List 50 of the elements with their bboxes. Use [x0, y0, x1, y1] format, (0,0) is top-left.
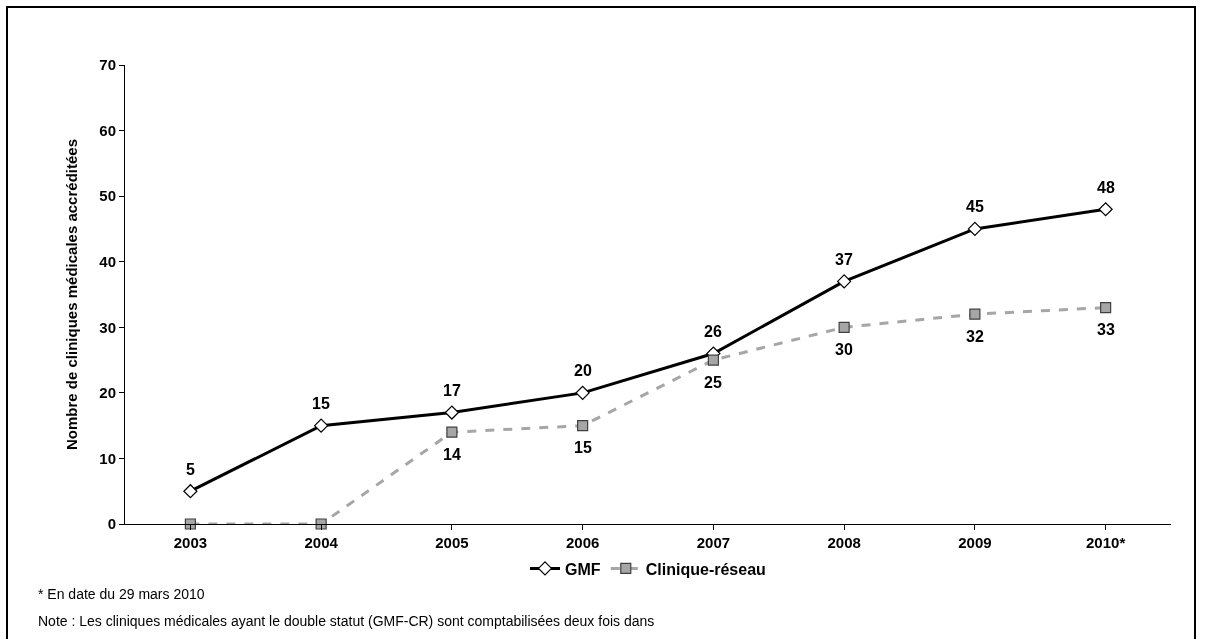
text: Note : Les cliniques médicales ayant le double statut (GMF-CR) sont comptabilisées deux fois dans — [38, 613, 655, 629]
data-label: 45 — [966, 198, 984, 215]
y-tick-label: 10 — [99, 449, 116, 467]
x-tick-label: 2009 — [958, 534, 992, 551]
y-tick-label: 30 — [99, 318, 116, 336]
data-label: 48 — [1097, 179, 1115, 196]
legend-label: Clinique-réseau — [645, 560, 766, 578]
point — [446, 426, 458, 438]
point — [184, 518, 196, 530]
x-tick-label: 2004 — [304, 534, 339, 551]
data-label: 33 — [1097, 321, 1115, 338]
y-tick-label: 60 — [99, 121, 116, 139]
point — [1098, 202, 1113, 217]
point — [575, 385, 590, 400]
y-tick-label: 70 — [99, 56, 116, 74]
data-label: 17 — [443, 382, 461, 399]
y-tick-label: 20 — [99, 384, 116, 402]
data-label: 14 — [443, 446, 461, 463]
point — [314, 418, 329, 433]
y-tick-label: 0 — [107, 515, 116, 533]
point — [969, 308, 981, 320]
text: * En date du 29 mars 2010 — [38, 586, 205, 602]
y-tick-label: 50 — [99, 187, 116, 205]
data-label: 20 — [574, 362, 592, 379]
x-tick-label: 2003 — [173, 534, 208, 551]
data-label: 37 — [835, 251, 853, 268]
data-label: 25 — [704, 374, 722, 391]
point — [837, 274, 852, 289]
x-tick-label: 2007 — [696, 534, 731, 551]
x-tick-label: 2005 — [435, 534, 469, 551]
data-label: 15 — [574, 439, 592, 456]
y-axis-title: Nombre de cliniques médicales accréditées — [62, 139, 80, 450]
point — [183, 484, 198, 499]
point — [444, 405, 459, 420]
x-tick-label: 2008 — [827, 534, 861, 551]
point — [315, 518, 327, 530]
point — [577, 420, 589, 432]
point — [1100, 302, 1112, 314]
data-label: 15 — [312, 395, 330, 412]
point — [967, 221, 982, 237]
x-tick-label: 2010* — [1086, 534, 1126, 551]
data-label: 5 — [186, 461, 195, 478]
x-tick-label: 2006 — [565, 534, 600, 551]
y-tick-label: 40 — [99, 252, 116, 270]
data-label: 32 — [966, 328, 984, 345]
data-label: 26 — [704, 323, 722, 340]
point — [707, 354, 719, 366]
legend-label: GMF — [565, 560, 601, 578]
point — [838, 321, 850, 333]
data-label: 30 — [835, 341, 853, 358]
